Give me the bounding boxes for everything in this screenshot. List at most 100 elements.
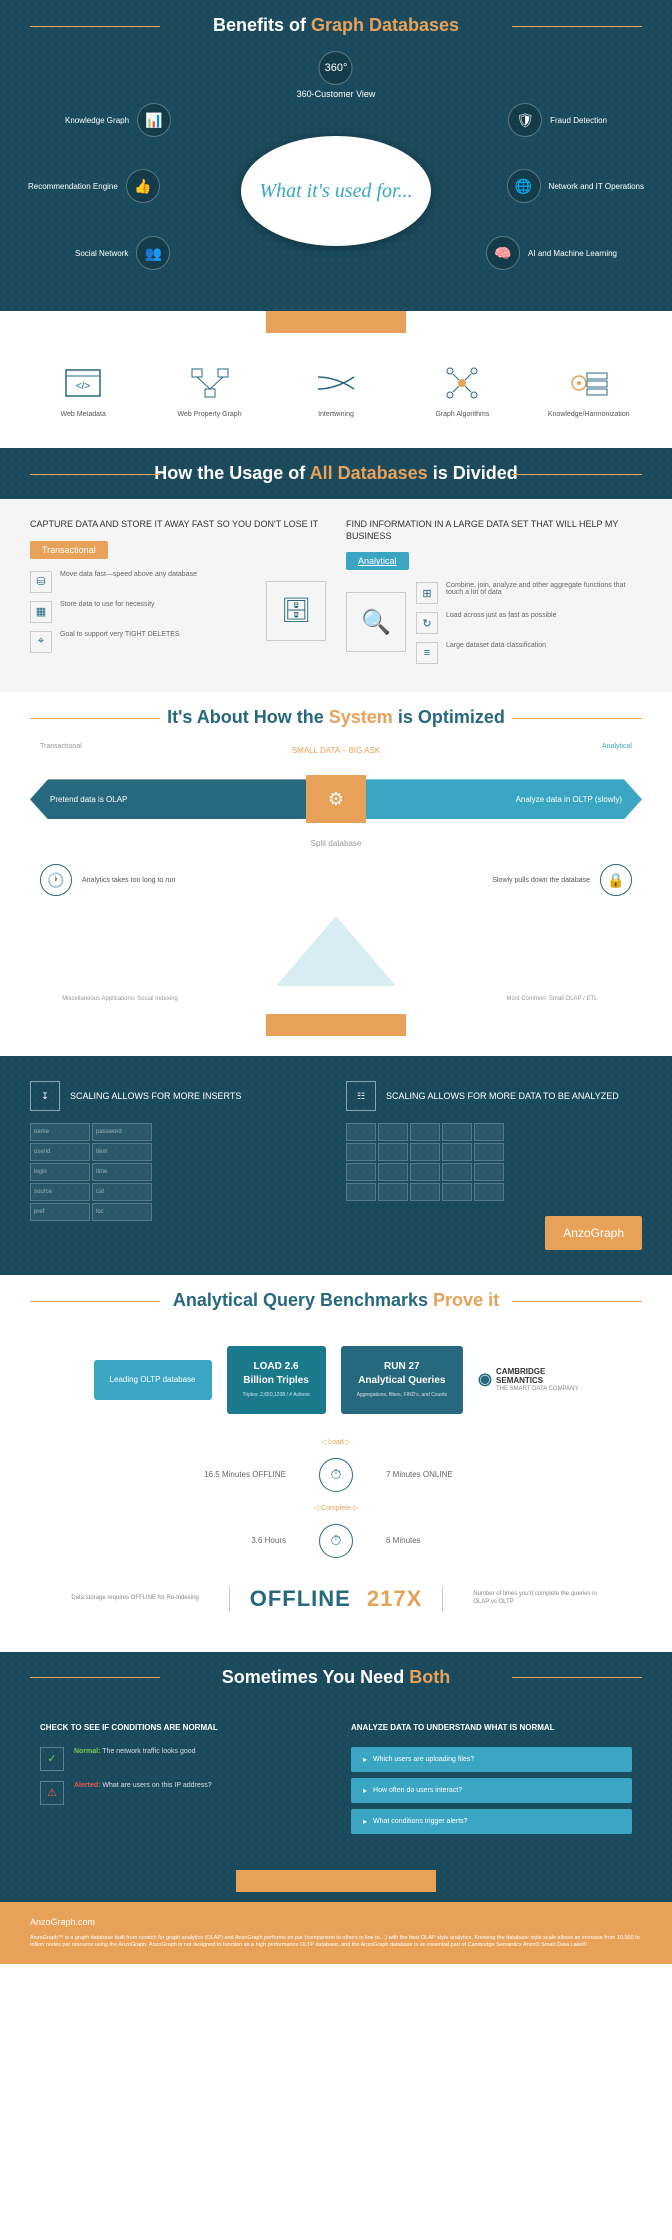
use-social: 👥 Social Network [75,236,170,270]
t1b: Graph Databases [311,15,459,35]
store-icon: 🗄 [266,581,326,641]
center-gear-icon: ⚙ [306,775,366,823]
use-ai: 🧠 AI and Machine Learning [486,236,617,270]
p2a: LOAD 2.6 [243,1360,310,1374]
table-cell [410,1163,440,1181]
bar-text: Which users are uploading files? [373,1756,474,1763]
use-label: AI and Machine Learning [528,249,617,258]
shield-icon: 🛡 [508,103,542,137]
triangle-graphic [276,916,396,986]
na: Normal: [74,1748,100,1755]
insert-icon: ↧ [30,1081,60,1111]
cap-r: Most Common: Small OLAP / ETL [492,996,612,1002]
bl: Large dataset data classification [446,642,546,649]
bullet: ▦Store data to use for necessity [30,601,256,623]
s2: Complete [321,1505,351,1512]
col-head-l: CAPTURE DATA AND STORE IT AWAY FAST SO Y… [30,519,326,531]
below-mid: Split database [0,839,672,848]
bar-text: What conditions trigger alerts? [373,1818,468,1825]
title-optimized: It's About How the System is Optimized [0,692,672,743]
bar-text: How often do users interact? [373,1787,462,1794]
people-icon: 👥 [136,236,170,270]
class-icon: ≡ [416,642,438,664]
table-cell [346,1183,376,1201]
t1a: Benefits of [213,15,311,35]
footer: AnzoGraph.com AnzoGraph™ is a graph data… [0,1902,672,1964]
db-icon: ⛁ [30,571,52,593]
section-benefits: Benefits of Graph Databases 360° 360-Cus… [0,0,672,311]
off2: 217X [367,1586,422,1612]
bullet: ⊞Combine, join, analyze and other aggreg… [416,582,642,604]
bar-item: How often do users interact? [351,1778,632,1803]
off-left: Data storage requires OFFLINE for Re-Ind… [69,1595,199,1603]
use-label: Recommendation Engine [28,182,118,191]
table-cell [474,1123,504,1141]
pill-run: RUN 27 Analytical Queries Aggregations, … [341,1346,463,1413]
table-cell [378,1123,408,1141]
table-cell [410,1143,440,1161]
bench-pills: Leading OLTP database LOAD 2.6 Billion T… [0,1326,672,1433]
pill-load: LOAD 2.6 Billion Triples Triples: 2,650,… [227,1346,326,1413]
lbl-anal: Analytical [602,743,632,750]
mid-label: SMALL DATA – BIG ASK [0,746,672,755]
feat-metadata: </> Web Metadata [33,363,133,418]
logo-c: THE SMART DATA COMPANY [496,1386,578,1393]
sh-text: SCALING ALLOWS FOR MORE INSERTS [70,1091,241,1101]
arrow-right: Analyze data in OLTP (slowly) [366,779,642,819]
info-l: 🕐 Analytics takes too long to run [40,864,175,896]
divider-banner [266,1014,406,1036]
table-cell [346,1163,376,1181]
table-cell: password [92,1123,152,1141]
m1r: 7 Minutes ONLINE [386,1470,526,1479]
table-cell [346,1123,376,1141]
use-label: Network and IT Operations [549,182,644,191]
chart-icon: 📊 [137,103,171,137]
thumbs-icon: 👍 [126,169,160,203]
feat-intertwine: Intertwining [286,363,386,418]
tbo1: Sometimes You Need [222,1667,409,1687]
table-cell: loc [92,1203,152,1221]
feat-label: Graph Algorithms [435,411,489,418]
table-cell [442,1143,472,1161]
table-cell [346,1143,376,1161]
table-r [346,1123,642,1201]
title-benefits: Benefits of Graph Databases [0,0,672,51]
off-mid: OFFLINE 217X [229,1586,444,1612]
section-optimized: It's About How the System is Optimized T… [0,692,672,1056]
info-row: 🕐 Analytics takes too long to run Slowly… [0,854,672,906]
table-cell [378,1163,408,1181]
normal-callout: ✓ Normal: The network traffic looks good [40,1747,321,1771]
scale-analyze: ☷ SCALING ALLOWS FOR MORE DATA TO BE ANA… [346,1081,642,1250]
t2b: All Databases [310,463,428,483]
tb1: Analytical Query Benchmarks [173,1290,433,1310]
sh-text: SCALING ALLOWS FOR MORE DATA TO BE ANALY… [386,1091,619,1101]
logo-cambridge: ◉ CAMBRIDGE SEMANTICS THE SMART DATA COM… [478,1367,578,1393]
m2l: 3.6 Hours [146,1536,286,1545]
both-lh: CHECK TO SEE IF CONDITIONS ARE NORMAL [40,1723,321,1733]
usage-columns: CAPTURE DATA AND STORE IT AWAY FAST SO Y… [0,499,672,692]
lock-icon: 🔒 [600,864,632,896]
col-transactional: CAPTURE DATA AND STORE IT AWAY FAST SO Y… [30,519,326,672]
both-left: CHECK TO SEE IF CONDITIONS ARE NORMAL ✓ … [40,1723,321,1840]
bar-item: What conditions trigger alerts? [351,1809,632,1834]
arrow-left: Pretend data is OLAP [30,779,306,819]
scale-head-r: ☷ SCALING ALLOWS FOR MORE DATA TO BE ANA… [346,1081,642,1111]
table-cell [474,1183,504,1201]
table-cell: userid [30,1143,90,1161]
title-both: Sometimes You Need Both [0,1652,672,1703]
bullet: ⌖Goal to support very TIGHT DELETES [30,631,256,653]
calc-icon: ⊞ [416,582,438,604]
target-icon: ⌖ [30,631,52,653]
center-oval: What it's used for... [241,136,431,246]
clock-icon: ⏱ [319,1524,353,1558]
360-icon: 360° [319,51,353,85]
use-label: Social Network [75,249,128,258]
table-cell: source [30,1183,90,1201]
clock-icon: 🕐 [40,864,72,896]
table-cell [410,1183,440,1201]
table-cell: pref [30,1203,90,1221]
cap-l: Miscellaneous Applications: Social Index… [60,996,180,1002]
svg-text:</>: </> [76,381,91,392]
section-divided: How the Usage of All Databases is Divide… [0,448,672,499]
m2r: 6 Minutes [386,1536,526,1545]
